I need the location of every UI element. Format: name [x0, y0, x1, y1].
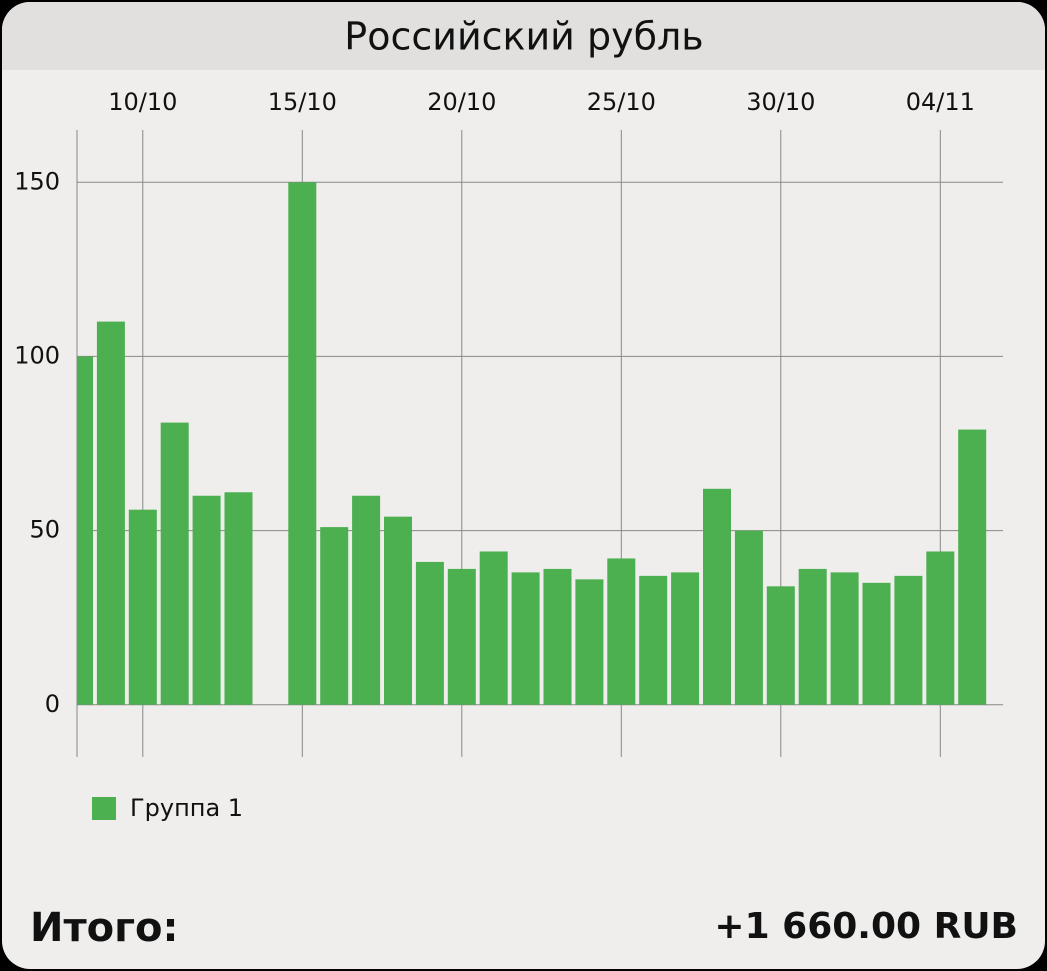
bar [384, 516, 412, 705]
plot: 0 50 100 150 10/10 15/10 20/10 25/10 30/10 04/11 Г… [14, 88, 1003, 822]
bar [511, 572, 540, 705]
bar [77, 356, 93, 705]
y-tick-label: 50 [29, 516, 60, 544]
bar [543, 568, 572, 705]
bar [703, 488, 731, 705]
bar [96, 321, 125, 705]
x-tick-label: 04/11 [906, 88, 975, 116]
x-tick-label: 15/10 [268, 88, 337, 116]
bar [607, 558, 636, 705]
bar [671, 572, 700, 705]
bar [766, 586, 795, 705]
bar [830, 572, 859, 705]
y-tick-label: 150 [14, 167, 60, 195]
x-tick-label: 10/10 [108, 88, 177, 116]
x-tick-label: 30/10 [746, 88, 815, 116]
bar [798, 568, 827, 705]
bar [224, 492, 253, 705]
y-tick-label: 100 [14, 341, 60, 369]
bar [160, 422, 189, 705]
bar [575, 579, 604, 705]
bar [128, 509, 157, 705]
header-bar [2, 2, 1045, 70]
bar [639, 575, 668, 705]
bars [77, 182, 987, 705]
bar [926, 551, 955, 705]
bar [862, 582, 891, 705]
bar [192, 495, 221, 705]
legend-swatch [92, 797, 116, 820]
bar [958, 429, 987, 705]
total-value: +1 660.00 RUB [714, 906, 1018, 947]
bar [479, 551, 508, 705]
bar [320, 527, 349, 705]
x-tick-label: 25/10 [587, 88, 656, 116]
legend-label: Группа 1 [130, 794, 243, 822]
bar [415, 561, 444, 705]
bar [894, 575, 923, 705]
bar [447, 568, 476, 705]
y-tick-label: 0 [45, 690, 60, 718]
title: Российский рубль [344, 15, 703, 59]
bar [288, 182, 317, 705]
bar [734, 530, 763, 705]
total-label: Итого: [30, 905, 179, 951]
x-tick-label: 20/10 [427, 88, 496, 116]
bar [352, 495, 381, 705]
